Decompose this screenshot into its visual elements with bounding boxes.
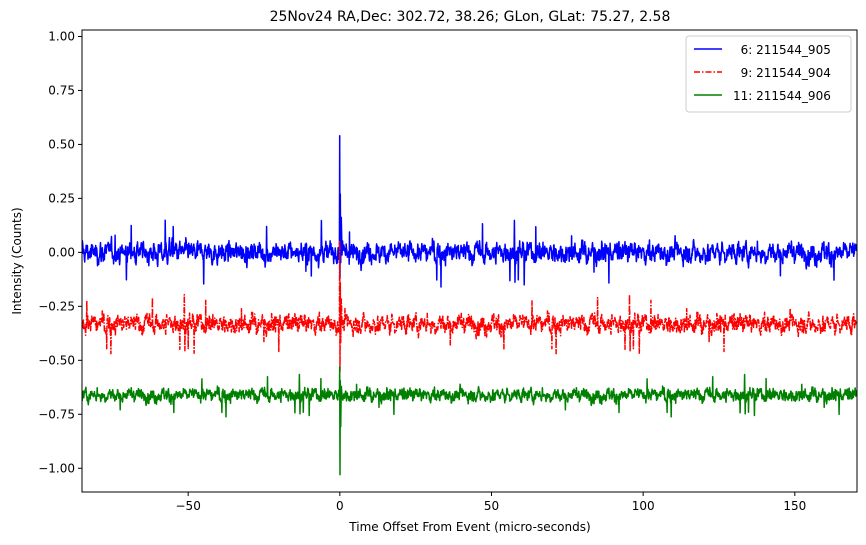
x-axis-label: Time Offset From Event (micro-seconds)	[348, 520, 590, 534]
legend-label: 6: 211544_905	[733, 43, 831, 57]
legend: 6: 211544_905 9: 211544_904 11: 211544_9…	[685, 35, 852, 113]
y-tick-label: −0.50	[38, 353, 75, 367]
legend-label: 11: 211544_906	[733, 89, 831, 103]
axes-frame	[81, 29, 858, 493]
x-tick-label: 0	[336, 499, 344, 513]
legend-box	[685, 35, 852, 113]
chart-title: 25Nov24 RA,Dec: 302.72, 38.26; GLon, GLa…	[270, 9, 671, 25]
y-tick-label: 0.25	[48, 191, 75, 205]
series-line-1	[82, 135, 857, 288]
y-axis-ticks: 1.00 0.75 0.50 0.25 0.00 −0.25 −0.50 −0.75 −1.00	[38, 29, 82, 475]
x-axis-ticks: −50 0 50 100 150	[176, 492, 806, 513]
legend-label: 9: 211544_904	[733, 66, 831, 80]
series-line-2	[82, 240, 857, 372]
x-tick-label: 50	[484, 499, 499, 513]
y-tick-label: 0.50	[48, 137, 75, 151]
y-tick-label: 0.75	[48, 83, 75, 97]
x-tick-label: 150	[783, 499, 806, 513]
x-tick-label: 100	[632, 499, 655, 513]
legend-item-1: 6: 211544_905	[694, 43, 831, 57]
y-tick-label: 1.00	[48, 29, 75, 43]
y-axis-label: Intensity (Counts)	[10, 207, 24, 314]
y-tick-label: −1.00	[38, 461, 75, 475]
plot-area	[82, 135, 857, 476]
legend-item-2: 9: 211544_904	[694, 66, 831, 80]
legend-item-3: 11: 211544_906	[694, 89, 831, 103]
y-tick-label: 0.00	[48, 245, 75, 259]
y-tick-label: −0.25	[38, 299, 75, 313]
x-tick-label: −50	[176, 499, 201, 513]
y-tick-label: −0.75	[38, 407, 75, 421]
series-line-3	[82, 366, 857, 476]
